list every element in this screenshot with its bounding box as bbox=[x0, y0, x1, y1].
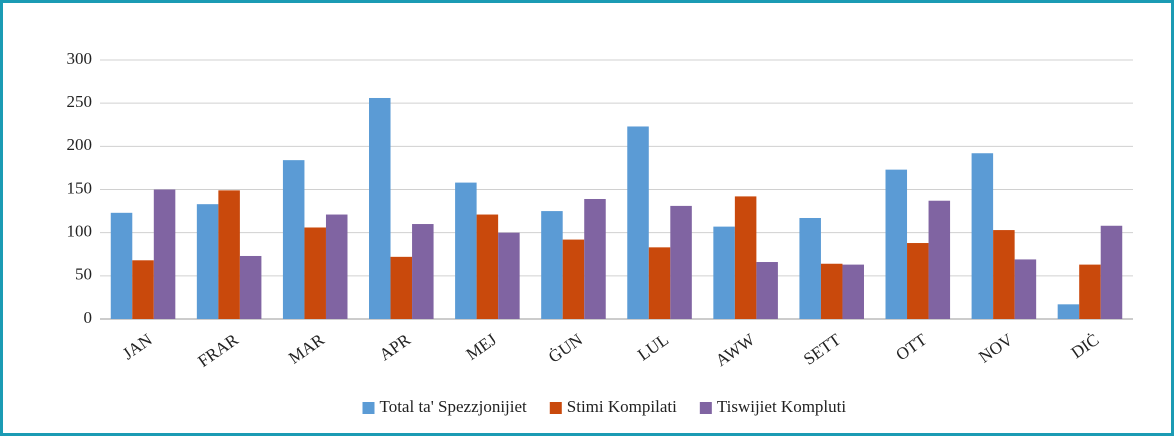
legend-swatch bbox=[549, 402, 562, 414]
bar bbox=[541, 211, 563, 319]
bar bbox=[476, 214, 499, 319]
y-tick-label: 0 bbox=[84, 308, 93, 327]
bar bbox=[196, 204, 219, 319]
bar bbox=[132, 260, 154, 319]
bar bbox=[1057, 304, 1080, 319]
y-tick-label: 150 bbox=[67, 178, 93, 197]
bar bbox=[412, 224, 434, 319]
bar bbox=[325, 214, 348, 319]
bar bbox=[1100, 225, 1123, 319]
y-tick-label: 50 bbox=[75, 265, 92, 284]
bar bbox=[455, 182, 477, 319]
bar bbox=[842, 264, 864, 319]
bar bbox=[713, 226, 735, 319]
bar bbox=[1079, 264, 1101, 319]
bar bbox=[971, 153, 994, 319]
legend-swatch bbox=[699, 402, 712, 414]
legend-label: Stimi Kompilati bbox=[567, 397, 677, 416]
bar bbox=[756, 262, 778, 319]
bar bbox=[799, 217, 821, 319]
y-tick-label: 250 bbox=[67, 92, 93, 111]
bar bbox=[993, 230, 1015, 319]
y-tick-label: 300 bbox=[67, 49, 93, 68]
bar bbox=[627, 126, 649, 319]
bar bbox=[670, 205, 692, 319]
bar bbox=[820, 263, 843, 319]
bar bbox=[218, 190, 240, 319]
legend-label: Tiswijiet Kompluti bbox=[717, 397, 847, 416]
bar bbox=[498, 232, 520, 319]
bar bbox=[885, 169, 908, 319]
bar bbox=[282, 160, 305, 319]
bar bbox=[390, 256, 413, 319]
bar bbox=[928, 200, 951, 319]
bar bbox=[304, 227, 326, 319]
bar bbox=[907, 243, 929, 319]
y-tick-label: 200 bbox=[67, 135, 93, 154]
legend-swatch bbox=[362, 402, 375, 414]
y-tick-label: 100 bbox=[67, 222, 93, 241]
bar bbox=[648, 247, 671, 319]
bar bbox=[584, 198, 606, 319]
bar bbox=[369, 97, 391, 319]
bar bbox=[239, 255, 262, 319]
bar bbox=[153, 189, 176, 319]
bar bbox=[1014, 259, 1037, 319]
bar bbox=[734, 196, 757, 319]
bar bbox=[110, 212, 133, 319]
bar bbox=[562, 239, 585, 319]
legend-label: Total ta' Spezzjonijiet bbox=[380, 397, 528, 416]
